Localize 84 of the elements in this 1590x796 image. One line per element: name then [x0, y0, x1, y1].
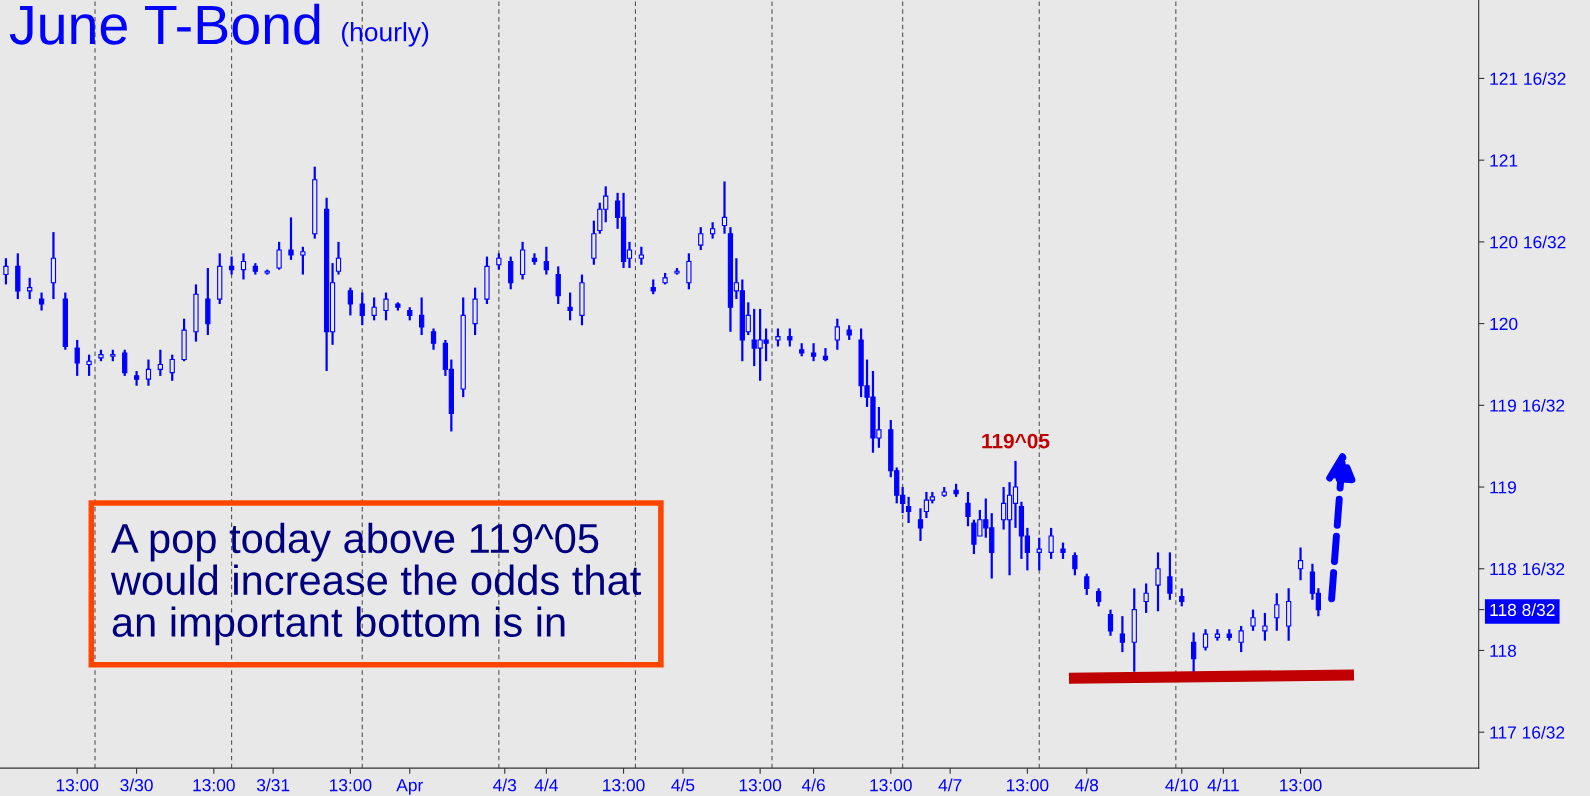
candlestick — [86, 353, 92, 378]
x-tick-label: 3/30 — [120, 778, 153, 792]
candlestick — [1250, 608, 1256, 632]
candlestick — [122, 348, 128, 378]
candlestick — [543, 245, 549, 276]
candlestick — [698, 226, 704, 252]
candlestick — [1202, 628, 1209, 652]
y-tick-label: 118 16/32 — [1490, 562, 1565, 576]
y-tick-label: 119 — [1490, 481, 1516, 494]
x-tick-label: 13:00 — [870, 779, 912, 792]
annotation: 119^05 — [982, 433, 1050, 449]
candlestick — [834, 317, 840, 351]
x-tick-label: 13:00 — [193, 779, 235, 792]
candlestick — [1297, 546, 1304, 582]
candlestick — [27, 276, 33, 301]
x-tick-label: 13:00 — [1280, 779, 1322, 792]
candlestick — [1238, 624, 1244, 654]
candlestick — [1191, 631, 1197, 673]
x-tick-label: 4/3 — [493, 778, 517, 792]
candlestick — [531, 252, 538, 266]
candlestick — [74, 338, 80, 378]
x-tick-label: 13:00 — [603, 779, 645, 792]
x-tick-label: 4/5 — [671, 778, 695, 792]
y-tick-label: 121 — [1490, 154, 1518, 167]
chart-title: June T-Bond — [9, 3, 320, 45]
x-tick-label: 4/6 — [801, 778, 825, 792]
candlestick — [133, 369, 140, 387]
candlestick — [300, 245, 306, 276]
candlestick — [1107, 608, 1114, 637]
y-tick-label: 121 16/32 — [1490, 72, 1566, 85]
candlestick — [686, 252, 692, 291]
candlestick — [383, 291, 389, 322]
candlestick — [1167, 551, 1173, 601]
candlestick — [1155, 551, 1161, 613]
candlestick — [359, 291, 365, 327]
candlestick — [169, 353, 175, 382]
text: (hourly) — [342, 22, 429, 47]
candlestick — [240, 252, 247, 281]
candlestick — [905, 495, 912, 525]
x-tick-label: 13:00 — [1006, 779, 1049, 792]
candlestick — [430, 327, 437, 351]
candlestick — [917, 507, 924, 543]
x-tick-label: Apr — [396, 779, 423, 795]
x-tick-label: 3/31 — [256, 778, 290, 792]
candlestick — [822, 347, 829, 363]
candlestick — [965, 490, 971, 528]
candlestick — [228, 255, 235, 276]
candlestick — [276, 240, 282, 271]
candlestick — [1084, 572, 1090, 597]
candlestick — [347, 286, 354, 317]
x-tick-label: 4/4 — [534, 778, 558, 792]
candlestick — [721, 180, 728, 235]
candlestick — [335, 240, 342, 276]
x-tick-label: 4/8 — [1075, 778, 1099, 792]
candlestick — [419, 296, 425, 337]
x-tick-label: 13:00 — [56, 779, 99, 792]
y-tick-label: 120 16/32 — [1490, 235, 1566, 249]
y-tick-label: 118 — [1490, 644, 1517, 657]
candlestick — [1143, 582, 1149, 614]
x-tick-label: 13:00 — [739, 779, 782, 792]
candlestick — [1036, 536, 1042, 572]
candlestick — [555, 265, 561, 306]
candlestick — [567, 291, 573, 322]
candlestick — [371, 296, 377, 322]
x-tick-label: 4/11 — [1207, 778, 1239, 792]
x-tick-label: 4/10 — [1165, 778, 1198, 792]
y-tick-label: 120 — [1490, 317, 1518, 331]
x-tick-label: 4/7 — [938, 778, 962, 792]
candlestick — [1262, 611, 1268, 642]
y-tick-label: 117 16/32 — [1490, 725, 1565, 739]
x-tick-label: 13:00 — [329, 779, 372, 792]
candlestick — [810, 342, 817, 363]
candlestick — [508, 255, 514, 291]
candlestick — [3, 257, 9, 286]
candlestick — [1072, 551, 1078, 577]
candlestick — [1274, 592, 1280, 632]
candlestick — [288, 216, 294, 261]
candlestick — [157, 348, 163, 378]
candlestick — [1048, 526, 1054, 561]
y-tick-label: 118 8/32 — [1490, 603, 1555, 617]
candlestick — [145, 358, 152, 387]
candlestick — [1119, 615, 1126, 654]
y-tick-label: 119 16/32 — [1490, 399, 1565, 412]
annotation: A pop today above 119^05 would increase the odds that an important bottom is in — [110, 522, 642, 646]
